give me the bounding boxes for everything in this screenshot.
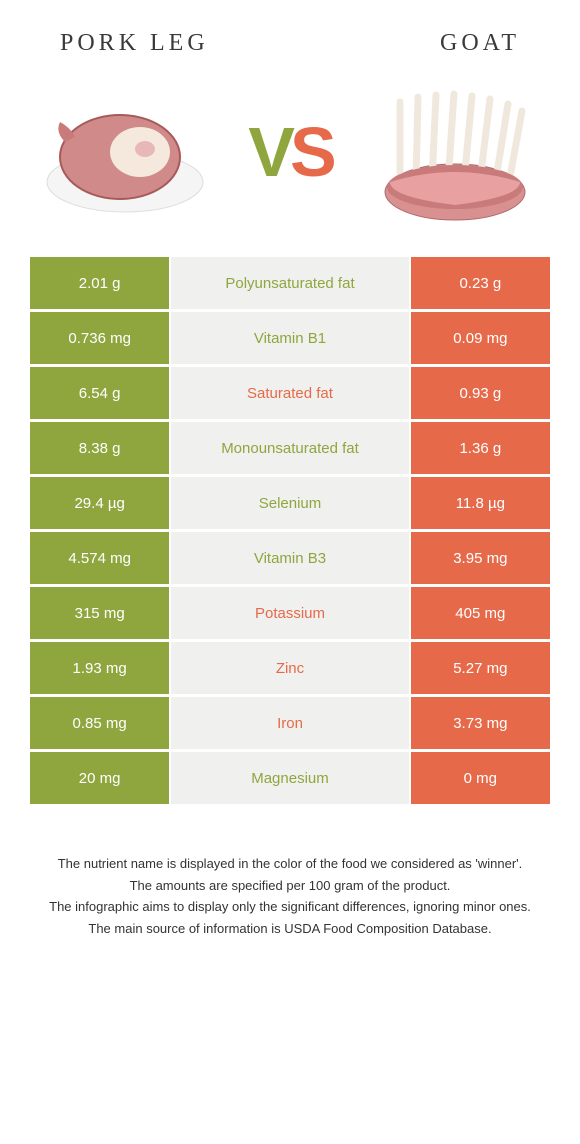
right-value: 11.8 µg [411,477,550,529]
right-value: 0.09 mg [411,312,550,364]
right-value: 5.27 mg [411,642,550,694]
left-value: 2.01 g [30,257,169,309]
nutrient-label: Zinc [171,642,408,694]
right-value: 1.36 g [411,422,550,474]
hero-row: VS [30,77,550,257]
nutrient-row: 0.85 mgIron3.73 mg [30,697,550,749]
nutrient-label: Magnesium [171,752,408,804]
vs-v: V [248,113,290,191]
footnote-line: The amounts are specified per 100 gram o… [40,876,540,896]
nutrient-row: 29.4 µgSelenium11.8 µg [30,477,550,529]
vs-label: VS [248,112,331,192]
header: PORK LEG GOAT [30,30,550,77]
nutrient-row: 6.54 gSaturated fat0.93 g [30,367,550,419]
footnote-line: The main source of information is USDA F… [40,919,540,939]
left-value: 315 mg [30,587,169,639]
nutrient-table: 2.01 gPolyunsaturated fat0.23 g0.736 mgV… [30,257,550,804]
nutrient-label: Polyunsaturated fat [171,257,408,309]
left-value: 8.38 g [30,422,169,474]
left-value: 6.54 g [30,367,169,419]
nutrient-label: Selenium [171,477,408,529]
nutrient-label: Monounsaturated fat [171,422,408,474]
nutrient-label: Iron [171,697,408,749]
nutrient-label: Saturated fat [171,367,408,419]
nutrient-row: 315 mgPotassium405 mg [30,587,550,639]
left-value: 29.4 µg [30,477,169,529]
goat-rack-image [370,77,540,227]
nutrient-label: Potassium [171,587,408,639]
left-food-title: PORK LEG [60,30,209,57]
right-food-title: GOAT [440,30,520,57]
left-value: 4.574 mg [30,532,169,584]
left-value: 0.85 mg [30,697,169,749]
right-value: 0 mg [411,752,550,804]
right-value: 3.73 mg [411,697,550,749]
right-value: 3.95 mg [411,532,550,584]
footnote-line: The nutrient name is displayed in the co… [40,854,540,874]
right-value: 0.93 g [411,367,550,419]
nutrient-row: 0.736 mgVitamin B10.09 mg [30,312,550,364]
right-value: 0.23 g [411,257,550,309]
nutrient-row: 2.01 gPolyunsaturated fat0.23 g [30,257,550,309]
left-value: 20 mg [30,752,169,804]
left-value: 0.736 mg [30,312,169,364]
right-value: 405 mg [411,587,550,639]
left-value: 1.93 mg [30,642,169,694]
vs-s: S [290,113,332,191]
nutrient-label: Vitamin B1 [171,312,408,364]
footnote-line: The infographic aims to display only the… [40,897,540,917]
footnotes: The nutrient name is displayed in the co… [30,804,550,938]
nutrient-row: 20 mgMagnesium0 mg [30,752,550,804]
nutrient-label: Vitamin B3 [171,532,408,584]
pork-leg-image [40,77,210,227]
nutrient-row: 4.574 mgVitamin B33.95 mg [30,532,550,584]
nutrient-row: 8.38 gMonounsaturated fat1.36 g [30,422,550,474]
nutrient-row: 1.93 mgZinc5.27 mg [30,642,550,694]
